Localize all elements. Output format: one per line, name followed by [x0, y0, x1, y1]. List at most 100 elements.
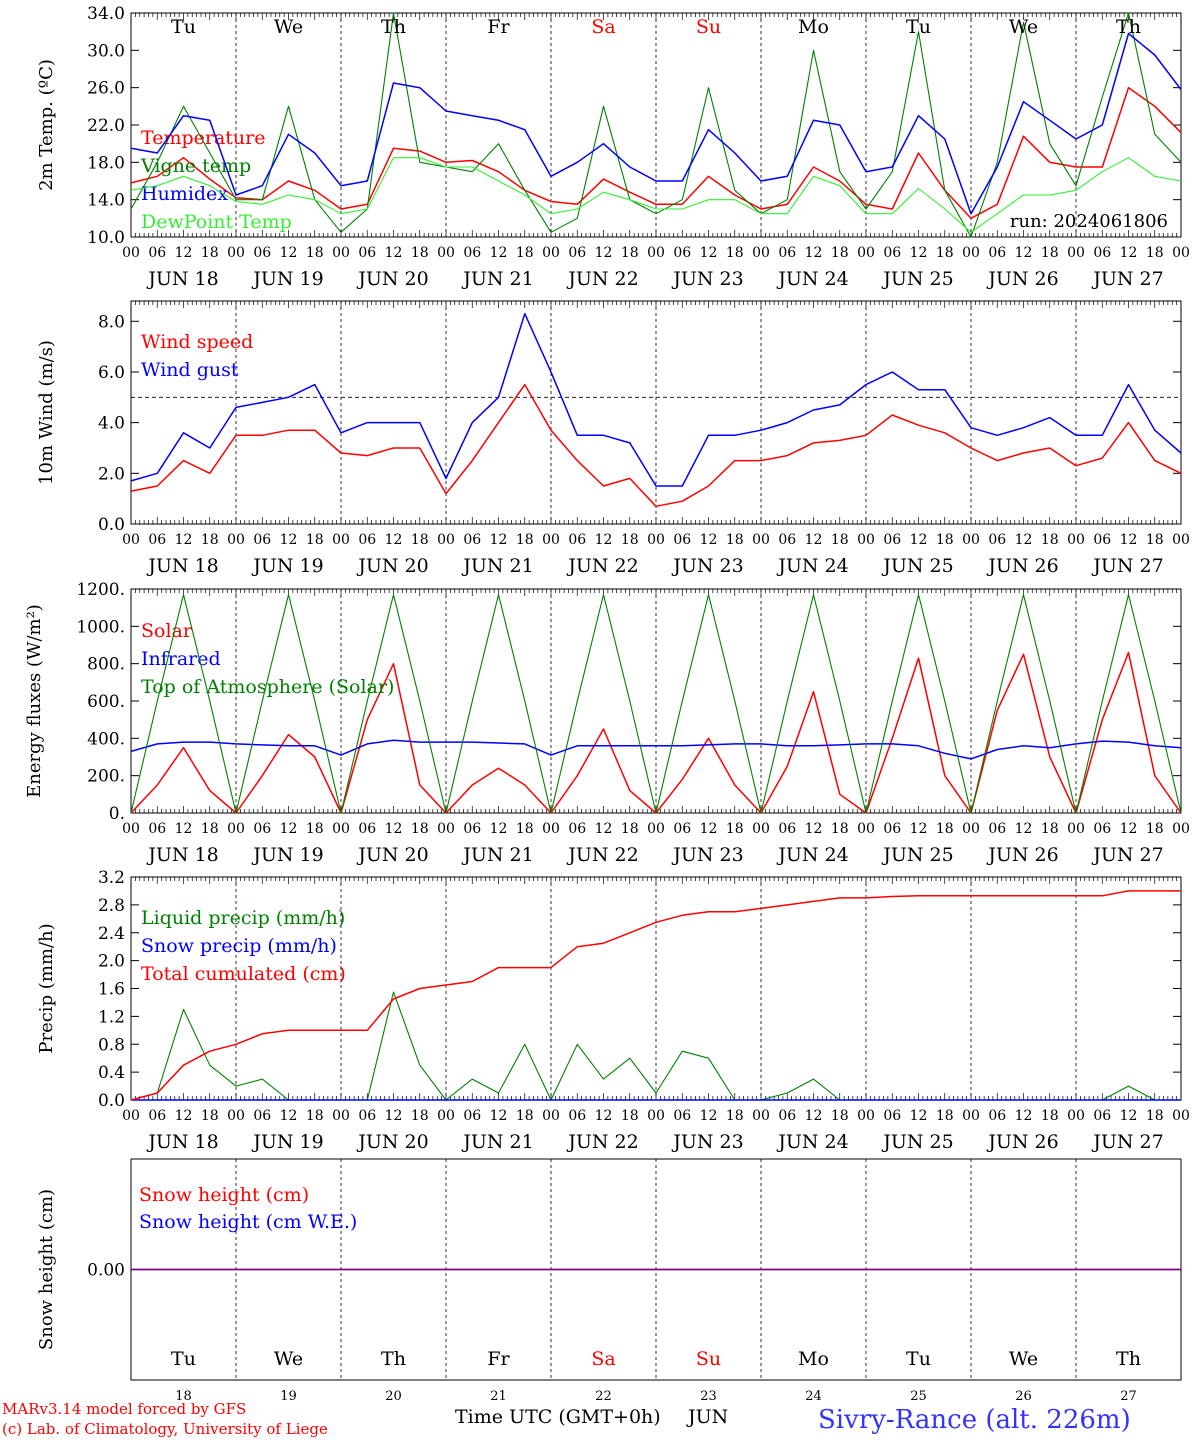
weekday-label: We — [274, 1348, 303, 1370]
hour-label: 12 — [175, 245, 193, 261]
hour-label: 00 — [122, 1108, 140, 1124]
date-label: JUN 25 — [881, 844, 953, 866]
hour-label: 00 — [962, 245, 980, 261]
date-number: 26 — [1015, 1389, 1032, 1404]
hour-label: 00 — [647, 821, 665, 837]
hour-label: 00 — [857, 1108, 875, 1124]
hour-label: 00 — [857, 532, 875, 548]
hour-label: 18 — [1041, 245, 1059, 261]
hour-label: 18 — [621, 532, 639, 548]
hour-label: 00 — [122, 245, 140, 261]
hour-label: 06 — [568, 532, 586, 548]
weekday-label: Th — [381, 1348, 406, 1370]
date-label: JUN 27 — [1091, 555, 1163, 577]
hour-label: 12 — [595, 1108, 613, 1124]
date-number: 25 — [910, 1389, 927, 1404]
y-tick-label: 18.0 — [87, 153, 125, 173]
date-label: JUN 27 — [1091, 1131, 1163, 1153]
hour-label: 12 — [280, 245, 298, 261]
hour-label: 18 — [831, 532, 849, 548]
date-number: 23 — [700, 1389, 717, 1404]
hour-label: 00 — [1172, 245, 1190, 261]
hour-label: 18 — [831, 821, 849, 837]
hour-label: 18 — [831, 1108, 849, 1124]
hour-label: 00 — [1067, 245, 1085, 261]
legend-entry: Snow precip (mm/h) — [141, 935, 337, 957]
y-axis-title: 2m Temp. (ºC) — [36, 59, 57, 191]
hour-label: 18 — [1146, 821, 1164, 837]
hour-label: 06 — [148, 821, 166, 837]
hour-label: 18 — [621, 245, 639, 261]
hour-label: 18 — [411, 1108, 429, 1124]
hour-label: 06 — [778, 532, 796, 548]
hour-label: 00 — [1172, 821, 1190, 837]
hour-label: 06 — [358, 821, 376, 837]
y-tick-label: 8.0 — [98, 312, 125, 332]
hour-label: 18 — [306, 1108, 324, 1124]
date-label: JUN 23 — [671, 844, 743, 866]
date-number: 21 — [490, 1389, 507, 1404]
hour-label: 12 — [385, 1108, 403, 1124]
hour-label: 06 — [988, 1108, 1006, 1124]
hour-label: 06 — [673, 532, 691, 548]
date-label: JUN 19 — [251, 844, 323, 866]
panel-frame — [130, 300, 1182, 525]
legend-entry: Liquid precip (mm/h) — [141, 907, 345, 929]
hour-label: 06 — [1093, 1108, 1111, 1124]
weekday-label: Tu — [171, 1348, 196, 1370]
weekday-label: Th — [1116, 1348, 1141, 1370]
hour-label: 06 — [1093, 821, 1111, 837]
date-label: JUN 20 — [356, 555, 428, 577]
hour-label: 00 — [1172, 1108, 1190, 1124]
hour-label: 18 — [516, 532, 534, 548]
weekday-label: Tu — [906, 1348, 931, 1370]
weekday-label: Th — [381, 16, 406, 38]
hour-label: 12 — [910, 245, 928, 261]
run-label: run: 2024061806 — [1010, 211, 1168, 232]
y-tick-label: 22.0 — [87, 116, 125, 136]
hour-label: 18 — [726, 1108, 744, 1124]
hour-label: 00 — [122, 821, 140, 837]
y-tick-label: 14.0 — [87, 191, 125, 211]
hour-label: 18 — [411, 532, 429, 548]
hour-label: 18 — [516, 821, 534, 837]
hour-label: 18 — [936, 532, 954, 548]
date-label: JUN 26 — [986, 268, 1058, 290]
hour-label: 12 — [1120, 1108, 1138, 1124]
hour-label: 12 — [1120, 532, 1138, 548]
y-tick-label: 200. — [87, 767, 125, 787]
hour-label: 12 — [490, 245, 508, 261]
y-tick-label: 800. — [87, 655, 125, 675]
hour-label: 18 — [411, 245, 429, 261]
hour-label: 12 — [490, 1108, 508, 1124]
hour-label: 00 — [962, 532, 980, 548]
date-label: JUN 24 — [776, 268, 848, 290]
weekday-label: We — [1009, 1348, 1038, 1370]
hour-label: 00 — [437, 245, 455, 261]
y-tick-label: 1.2 — [98, 1007, 125, 1027]
date-label: JUN 23 — [671, 1131, 743, 1153]
hour-label: 18 — [621, 821, 639, 837]
hour-label: 18 — [621, 1108, 639, 1124]
series-line-wind-speed — [130, 383, 1182, 508]
hour-label: 18 — [1041, 821, 1059, 837]
hour-label: 00 — [1067, 532, 1085, 548]
date-label: JUN 21 — [461, 555, 533, 577]
date-number: 19 — [280, 1389, 297, 1404]
hour-label: 18 — [936, 821, 954, 837]
hour-label: 12 — [1120, 245, 1138, 261]
series-line-dewpoint-temp — [130, 157, 1182, 233]
weekday-label: We — [1009, 16, 1038, 38]
legend-entry: Solar — [141, 620, 193, 642]
weekday-label: Sa — [591, 16, 615, 38]
weekday-label: Sa — [591, 1348, 615, 1370]
hour-label: 00 — [227, 821, 245, 837]
hour-label: 18 — [1041, 1108, 1059, 1124]
hour-label: 18 — [1146, 1108, 1164, 1124]
hour-label: 00 — [332, 1108, 350, 1124]
hour-label: 06 — [988, 532, 1006, 548]
hour-label: 00 — [962, 1108, 980, 1124]
hour-label: 12 — [280, 532, 298, 548]
hour-label: 06 — [358, 532, 376, 548]
date-label: JUN 22 — [566, 555, 638, 577]
